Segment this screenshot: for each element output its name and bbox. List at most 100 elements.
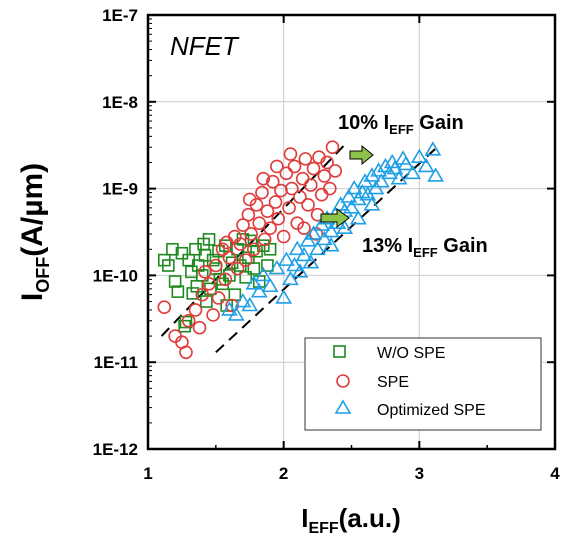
data-point-spe	[279, 166, 294, 181]
axis-ticks: 1 2 3 4 1E-12 1E-11 1E-10 1E-9 1E-8 1E-7	[93, 6, 561, 483]
data-point-spe	[271, 211, 286, 226]
data-point-spe	[244, 227, 258, 241]
data-point-optimized-spe	[322, 222, 340, 238]
data-point-spe	[192, 320, 207, 335]
data-point-wo-spe	[162, 259, 175, 272]
tick-label-x: 1	[143, 464, 152, 483]
tick-label-y: 1E-11	[94, 353, 138, 372]
data-point-wo-spe	[186, 287, 200, 300]
data-point-optimized-spe	[277, 251, 295, 266]
data-point-spe	[257, 232, 272, 247]
data-point-spe	[241, 207, 256, 222]
data-point-optimized-spe	[336, 219, 354, 234]
data-point-spe	[322, 181, 337, 196]
data-point-optimized-spe	[363, 167, 381, 182]
data-point-optimized-spe	[275, 289, 293, 304]
legend-marker-triangle	[334, 399, 352, 414]
legend-marker-square	[333, 345, 346, 358]
data-point-optimized-spe	[372, 173, 390, 188]
data-point-wo-spe	[166, 242, 179, 256]
tick-label-y: 1E-7	[102, 6, 138, 25]
data-point-wo-spe	[179, 315, 193, 329]
arrow-right-icon	[320, 208, 350, 228]
data-point-optimized-spe	[410, 148, 428, 164]
tick-label-x: 3	[415, 464, 424, 483]
data-point-spe	[222, 250, 237, 265]
data-point-spe	[188, 303, 203, 317]
data-point-wo-spe	[213, 273, 227, 286]
data-point-spe	[290, 216, 305, 230]
data-point-optimized-spe	[345, 180, 363, 195]
data-point-wo-spe	[247, 262, 261, 275]
data-point-optimized-spe	[386, 160, 404, 175]
data-point-spe	[209, 258, 223, 273]
data-point-spe	[287, 159, 302, 174]
data-point-spe	[238, 253, 253, 267]
data-point-optimized-spe	[286, 256, 303, 272]
data-point-spe	[219, 235, 234, 250]
data-point-spe	[270, 159, 284, 174]
data-point-spe	[263, 221, 277, 235]
annotation-13-main: 13% I	[362, 235, 413, 257]
data-point-optimized-spe	[390, 170, 408, 185]
panel-label: NFET	[170, 31, 240, 61]
data-point-wo-spe	[202, 233, 216, 246]
data-point-optimized-spe	[340, 188, 358, 203]
legend-label: W/O SPE	[377, 345, 445, 362]
data-points	[157, 140, 445, 360]
x-axis-title-sub: EFF	[308, 520, 338, 537]
data-point-spe	[282, 201, 296, 215]
data-point-optimized-spe	[291, 263, 309, 278]
data-point-optimized-spe	[397, 155, 415, 171]
tick-label-x: 4	[550, 464, 560, 483]
data-point-optimized-spe	[305, 225, 322, 240]
data-point-wo-spe	[175, 246, 189, 260]
x-axis-title-rest: (a.u.)	[339, 503, 401, 533]
data-point-optimized-spe	[424, 141, 442, 156]
data-point-spe	[266, 174, 280, 189]
annotation-10-percent: 10% IEFF Gain	[338, 112, 464, 137]
tick-label-y: 1E-9	[102, 180, 138, 199]
data-point-spe	[202, 277, 216, 291]
data-point-spe	[328, 164, 343, 178]
data-point-spe	[283, 147, 298, 161]
data-point-optimized-spe	[234, 292, 252, 308]
data-point-optimized-spe	[343, 199, 360, 214]
annotation-13-rest: Gain	[438, 235, 488, 257]
tick-label-y: 1E-10	[93, 266, 138, 285]
data-point-wo-spe	[168, 275, 182, 288]
data-point-optimized-spe	[377, 157, 394, 173]
data-point-wo-spe	[190, 279, 204, 293]
data-point-spe	[206, 308, 220, 322]
data-point-optimized-spe	[282, 270, 299, 286]
annotation-10-main: 10% I	[338, 112, 389, 134]
data-point-spe	[179, 345, 193, 360]
data-point-spe	[298, 152, 313, 166]
data-point-spe	[181, 313, 196, 328]
data-point-wo-spe	[209, 262, 223, 275]
data-point-spe	[198, 265, 212, 279]
data-point-spe	[301, 198, 315, 212]
data-point-wo-spe	[228, 288, 242, 301]
y-axis-title-main: I	[16, 293, 49, 301]
trend-line	[215, 144, 441, 354]
data-point-spe	[274, 183, 288, 198]
data-point-spe	[211, 291, 226, 305]
data-point-optimized-spe	[322, 237, 340, 252]
data-point-wo-spe	[220, 299, 233, 312]
tick-label-x: 2	[279, 464, 288, 483]
data-point-optimized-spe	[381, 164, 398, 180]
data-point-optimized-spe	[261, 277, 279, 293]
data-point-optimized-spe	[227, 306, 245, 321]
data-point-spe	[285, 181, 299, 196]
data-point-spe	[293, 190, 307, 204]
legend-label: Optimized SPE	[377, 402, 485, 419]
data-point-spe	[255, 185, 269, 200]
data-point-spe	[242, 192, 257, 207]
data-point-spe	[260, 204, 275, 218]
y-axis-title-rest: (A/µm)	[16, 163, 49, 257]
x-axis-title-main: I	[301, 503, 308, 533]
data-point-optimized-spe	[268, 259, 286, 275]
data-point-spe	[268, 195, 283, 209]
data-point-optimized-spe	[315, 230, 333, 246]
